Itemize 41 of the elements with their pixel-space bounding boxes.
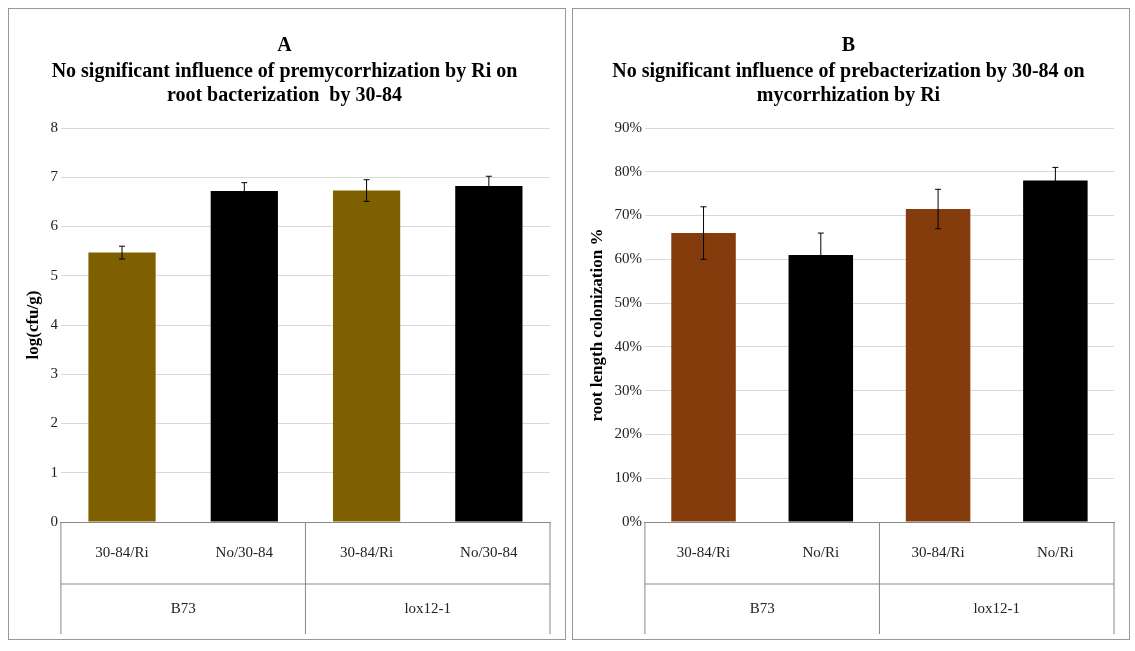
y-tick-label: 0% (621, 512, 642, 529)
text: lox12-1 (404, 599, 452, 616)
y-tick-label: 7 (50, 168, 59, 185)
y-tick-label: 3 (50, 365, 58, 382)
chart-title: A (277, 33, 293, 56)
x-tick-label: No/30-84 (215, 543, 274, 560)
y-tick-label: 60% (614, 250, 642, 267)
y-tick-label: 80% (614, 162, 642, 179)
x-tick-label: No/30-84 (460, 543, 519, 560)
y-axis-title: log(cfu/g) (22, 290, 42, 360)
bar (332, 190, 401, 522)
bar (88, 252, 156, 522)
x-tick-label: 30-84/Ri (339, 543, 394, 560)
x-tick-label: No/Ri (802, 543, 840, 560)
x-tick-label: No/Ri (1037, 543, 1074, 560)
y-tick-label: 5 (50, 266, 58, 283)
y-tick-label: 40% (614, 337, 642, 354)
y-tick-label: 90% (614, 118, 642, 135)
y-tick-label: 6 (50, 217, 59, 234)
chart-subtitle: No significant influence of premycorrhization by Ri on root bacterization by 30-84 (51, 59, 518, 107)
y-tick-label: 8 (50, 118, 58, 135)
x-tick-label: 30-84/Ri (911, 543, 965, 560)
y-axis-title: root length colonization % (586, 228, 606, 422)
bar (671, 233, 736, 522)
y-tick-label: 0 (50, 512, 58, 529)
y-tick-label: 4 (50, 315, 59, 332)
chart-subtitle: No significant influence of prebacterization by 30-84 on mycorrhization by Ri (612, 59, 1085, 107)
text: lox12-1 (973, 599, 1021, 616)
y-tick-label: 1 (50, 463, 58, 480)
x-tick-label: 30-84/Ri (95, 543, 149, 560)
y-tick-label: 30% (614, 381, 642, 398)
text: B73 (749, 599, 775, 616)
bar (905, 208, 971, 522)
chart-title: B (841, 33, 856, 56)
text: B73 (170, 599, 196, 616)
y-tick-label: 20% (614, 425, 642, 442)
y-tick-label: 50% (614, 294, 642, 311)
y-tick-label: 2 (50, 414, 58, 431)
y-tick-label: 10% (614, 469, 642, 486)
x-tick-label: 30-84/Ri (676, 543, 731, 560)
y-tick-label: 70% (614, 206, 642, 223)
